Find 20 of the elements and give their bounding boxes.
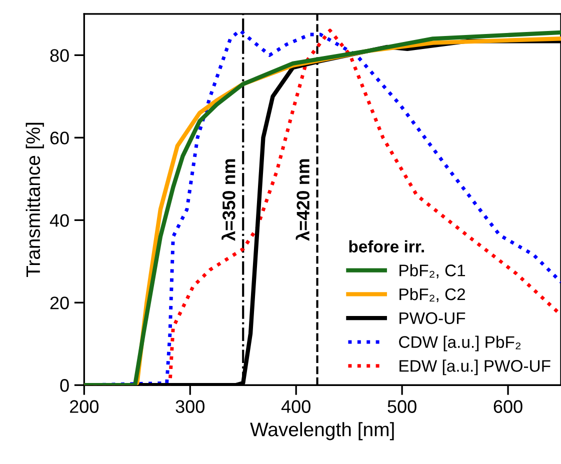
legend-label: EDW [a.u.] PWO-UF [400, 360, 550, 376]
x-tick-label: 300 [176, 400, 204, 413]
legend-title: before irr. [349, 240, 424, 252]
legend-label: PWO-UF [400, 312, 466, 324]
y-tick-label: 0 [60, 379, 69, 392]
y-tick-label: 60 [50, 132, 69, 144]
y-axis-title: Transmittance [%] [26, 122, 44, 278]
y-tick-label: 20 [50, 296, 69, 310]
x-axis-title: Wavelength [nm] [250, 422, 394, 440]
legend-label: PbF₂, C1 [400, 264, 466, 278]
x-tick-label: 200 [70, 400, 99, 413]
x-tick-label: 500 [388, 400, 416, 413]
x-tick-label: 600 [494, 400, 522, 413]
legend-label: PbF₂, C2 [400, 288, 465, 302]
ref-line-label: λ=420 nm [296, 159, 310, 241]
x-tick-label: 400 [281, 400, 310, 413]
y-tick-label: 40 [50, 214, 69, 227]
ref-line-label: λ=350 nm [222, 159, 236, 241]
legend-label: CDW [a.u.] PbF₂ [399, 336, 521, 352]
y-tick-label: 80 [50, 49, 69, 62]
